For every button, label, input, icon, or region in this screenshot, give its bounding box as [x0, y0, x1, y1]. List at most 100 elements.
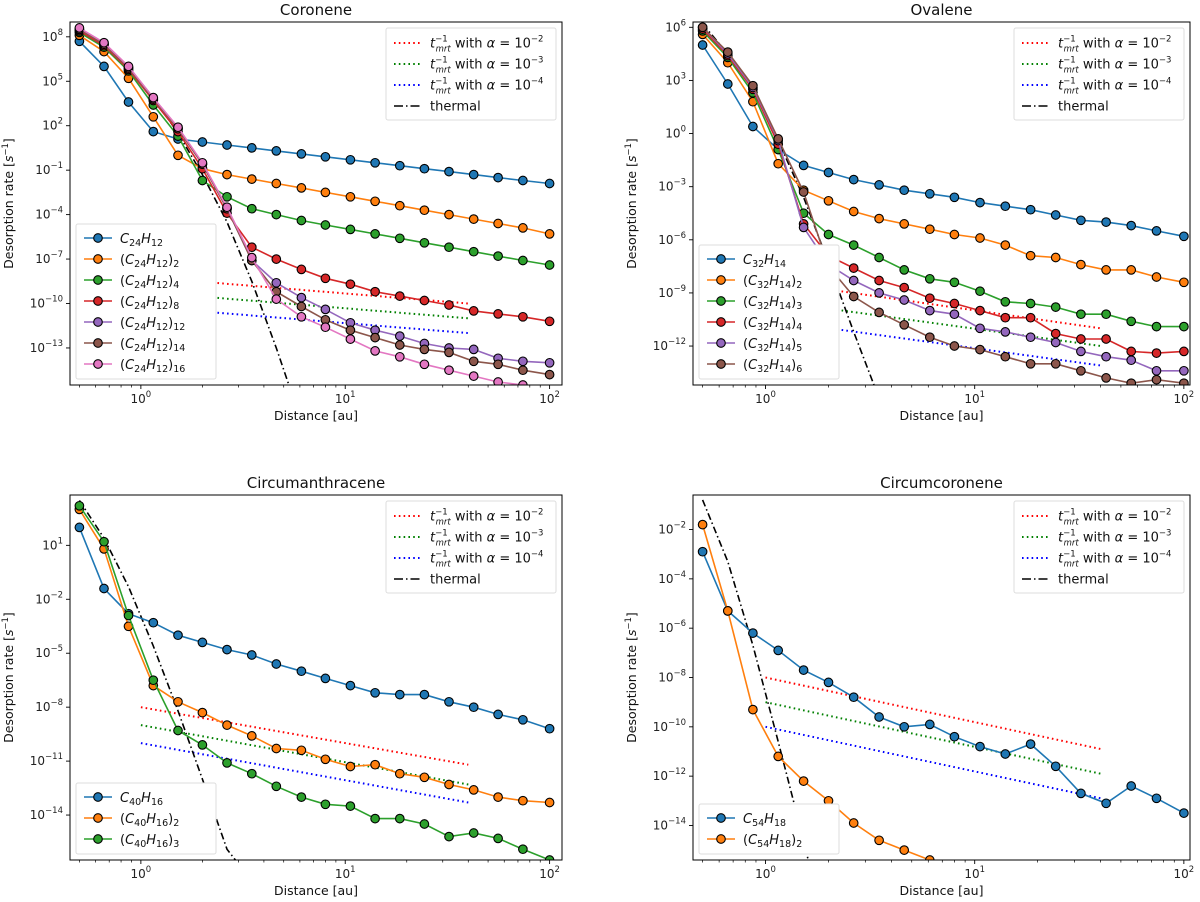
data-point — [123, 97, 134, 107]
data-point — [823, 195, 834, 206]
x-tick-label: 102 — [1174, 865, 1195, 881]
data-point — [544, 797, 555, 808]
data-point — [197, 137, 208, 147]
data-point — [370, 157, 380, 168]
data-point — [848, 818, 859, 828]
data-point — [419, 819, 430, 829]
data-point — [924, 293, 935, 304]
data-point — [899, 265, 910, 275]
axes-frame — [692, 21, 1191, 386]
data-point — [1101, 265, 1111, 275]
data-point — [271, 294, 282, 304]
data-point — [975, 323, 985, 334]
data-point — [148, 617, 159, 628]
legend-frame — [75, 782, 217, 855]
y-tick-label: 101 — [42, 536, 63, 552]
data-point — [419, 205, 430, 216]
data-point — [419, 295, 430, 306]
data-point — [1126, 781, 1137, 791]
data-point — [899, 185, 910, 196]
y-tick-label: 10−3 — [658, 178, 686, 194]
reference-legend: t−1 mrt with α = 10−2t−1 mrt with α = 10−3… — [1013, 27, 1185, 121]
data-point — [748, 704, 758, 715]
y-tick-label: 10−9 — [658, 284, 686, 300]
y-tick-label: 10−10 — [30, 295, 63, 311]
chart-title: Coronene — [280, 1, 352, 19]
data-point — [148, 111, 159, 122]
series-legend: C40H16 (C40H16)2 (C40H16)3 — [75, 782, 217, 855]
data-point — [1000, 749, 1011, 759]
series-legend-marker — [93, 792, 103, 802]
data-point — [444, 347, 454, 358]
data-point — [518, 255, 528, 266]
data-point — [246, 174, 257, 184]
data-point — [899, 319, 910, 330]
data-point — [1076, 334, 1086, 344]
data-point — [468, 344, 479, 355]
data-point — [197, 707, 208, 718]
data-point — [1151, 374, 1162, 385]
mrt-reference-line — [765, 676, 1101, 750]
data-point — [949, 229, 960, 240]
mrt-reference-line — [140, 724, 469, 786]
x-axis: 100 101 102 — [79, 385, 560, 406]
data-point — [1151, 226, 1162, 236]
data-point — [394, 689, 405, 700]
series-legend-label: (C24H12)16 — [120, 358, 185, 375]
legend-entry-label: thermal — [1058, 573, 1109, 588]
data-point — [924, 188, 935, 199]
data-point — [222, 758, 232, 768]
y-tick-label: 10−6 — [658, 619, 686, 635]
data-point — [468, 306, 479, 316]
data-point — [296, 311, 307, 322]
series-legend-marker — [716, 317, 726, 327]
series-legend-marker — [93, 233, 103, 243]
data-point — [419, 359, 430, 370]
data-point — [1126, 378, 1137, 385]
y-tick-label: 10−2 — [658, 521, 686, 537]
y-axis: 106 103 100 10−3 10−6 10−9 10−12 — [653, 18, 693, 353]
data-point — [1000, 312, 1011, 323]
data-point — [544, 369, 555, 380]
series-legend-label: (C54H18)2 — [743, 833, 802, 850]
data-point — [1179, 365, 1189, 376]
data-point — [271, 743, 282, 754]
data-point — [468, 214, 479, 224]
reference-legend: t−1 mrt with α = 10−2t−1 mrt with α = 10−3… — [385, 500, 557, 594]
data-point — [296, 666, 307, 677]
legend-entry-label: t−1 mrt with α = 10−2 — [430, 35, 543, 55]
series-legend-label: (C24H12)8 — [120, 295, 179, 312]
y-tick-label: 10−10 — [653, 718, 686, 734]
data-point — [1101, 217, 1111, 227]
data-point — [1000, 327, 1011, 337]
y-tick-label: 10−7 — [35, 250, 63, 266]
y-axis-label: Desorption rate [s−1] — [624, 612, 639, 743]
data-point — [1076, 788, 1086, 799]
data-point — [296, 792, 307, 802]
mrt-reference-line — [765, 279, 1101, 330]
data-point — [246, 650, 257, 660]
data-point — [345, 279, 356, 290]
data-point — [1025, 204, 1036, 215]
data-point — [544, 316, 555, 327]
data-point — [1000, 296, 1011, 307]
data-point — [544, 229, 555, 239]
data-point — [246, 252, 257, 263]
series-c24h122 — [74, 30, 555, 239]
data-point — [1050, 358, 1061, 369]
data-point — [1126, 346, 1137, 357]
data-point — [697, 40, 708, 50]
data-point — [1101, 351, 1111, 362]
series-c54h182 — [697, 519, 935, 860]
data-point — [74, 23, 85, 33]
legend-entry-label: t−1 mrt with α = 10−2 — [1058, 508, 1171, 528]
data-point — [975, 286, 985, 297]
data-point — [1126, 316, 1137, 327]
data-point — [419, 344, 430, 355]
mrt-reference-line — [140, 706, 469, 766]
data-point — [468, 785, 479, 795]
y-tick-label: 10−13 — [30, 339, 63, 355]
axes-frame — [69, 21, 563, 386]
series-legend-marker — [716, 834, 726, 844]
data-point — [975, 344, 985, 355]
